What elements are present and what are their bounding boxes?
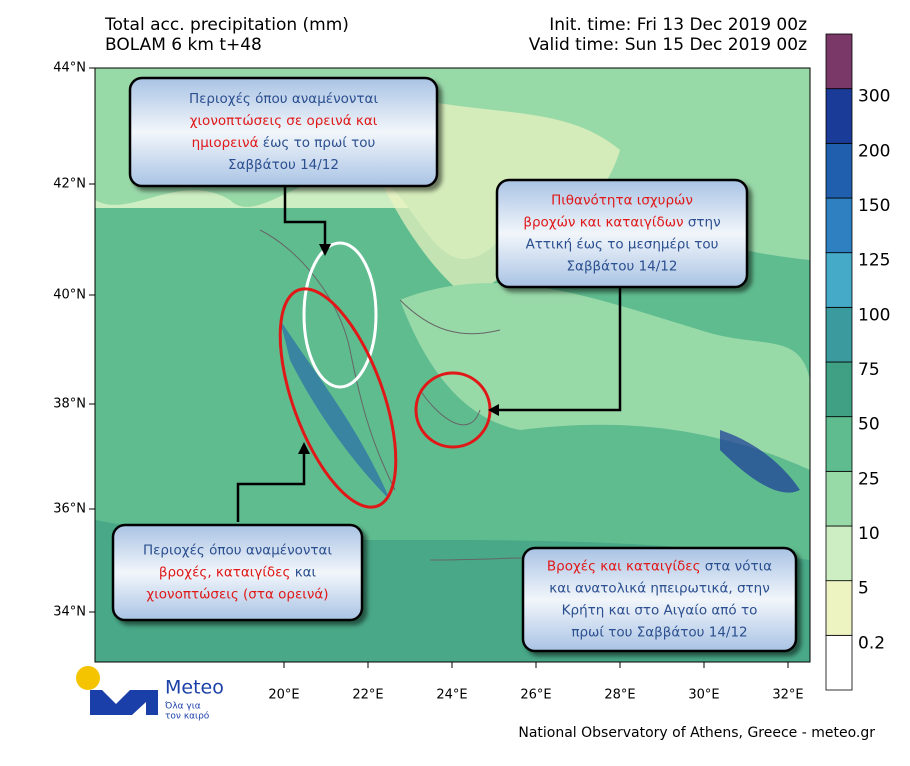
- callout-line: χιονοπτώσεις (στα ορεινά): [146, 587, 328, 603]
- callout-line: Κρήτη και στο Αιγαίο από το: [562, 603, 758, 619]
- colorbar-label: 50: [858, 415, 880, 435]
- lon-label: 30°E: [688, 688, 719, 703]
- callout-line: Σαββάτου 14/12: [567, 259, 678, 275]
- lat-label: 42°N: [53, 177, 86, 192]
- callout-text: χιονοπτώσεις (στα ορεινά): [146, 587, 328, 603]
- colorbar-swatch: [825, 88, 853, 144]
- model-label: BOLAM 6 km t+48: [105, 35, 262, 55]
- lat-label: 34°N: [53, 605, 86, 620]
- colorbar-swatch: [825, 197, 853, 254]
- callout-line: και ανατολικά ηπειρωτικά, στην: [549, 581, 769, 597]
- lat-label: 44°N: [53, 61, 86, 76]
- callout: Περιοχές όπου αναμένονται χιονοπτώσεις σε…: [128, 76, 439, 188]
- colorbar-label: 5: [858, 579, 869, 599]
- callout-line: Πιθανότητα ισχυρών: [551, 193, 693, 209]
- callout-line: βροχών και καταιγίδων στην: [523, 215, 720, 231]
- callout-box: [128, 76, 439, 188]
- colorbar-swatch: [825, 470, 853, 527]
- colorbar-swatch: [825, 361, 853, 418]
- colorbar-label: 100: [858, 305, 890, 325]
- lon-label: 28°E: [604, 688, 635, 703]
- logo-tagline: Όλα για: [164, 701, 201, 712]
- callout-line: πρωί του Σαββάτου 14/12: [571, 625, 747, 641]
- callout-text: Περιοχές όπου αναμένονται: [189, 91, 378, 107]
- callout-text: πρωί του Σαββάτου 14/12: [571, 625, 747, 641]
- callout-text: Σαββάτου 14/12: [567, 259, 678, 275]
- colorbar-label: 0.2: [858, 633, 885, 653]
- callout-box: [111, 523, 364, 622]
- callout-box: [495, 178, 749, 289]
- callout-text: Σαββάτου 14/12: [228, 157, 339, 173]
- callout-text: Περιοχές όπου αναμένονται: [143, 543, 332, 559]
- callout-line: Αττική έως το μεσημέρι του: [526, 237, 719, 253]
- colorbar-label: 10: [858, 524, 880, 544]
- callout-line: ημιορεινά έως το πρωί του: [192, 135, 376, 151]
- callout-text: βροχές, καταιγίδες: [159, 565, 291, 581]
- valid-time: Valid time: Sun 15 Dec 2019 00z: [529, 35, 807, 55]
- callout: Περιοχές όπου αναμένονται βροχές, καταιγί…: [111, 523, 364, 622]
- callout-line: Βροχές και καταιγίδες στα νότια: [547, 559, 772, 575]
- map-field: [95, 68, 810, 662]
- lon-label: 32°E: [772, 688, 803, 703]
- callout-text: και ανατολικά ηπειρωτικά, στην: [549, 581, 769, 597]
- arrows: [236, 186, 622, 522]
- colorbar-swatch: [825, 142, 853, 199]
- callout-box: [521, 546, 798, 653]
- colorbar-label: 150: [858, 196, 890, 216]
- lat-label: 36°N: [53, 502, 86, 517]
- colorbar-label: 300: [858, 87, 890, 107]
- callout-line: χιονοπτώσεις σε ορεινά και: [190, 113, 378, 129]
- logo-tagline: τον καιρό: [165, 711, 210, 722]
- callout-text: στα νότια: [701, 559, 773, 575]
- colorbar-label: 200: [858, 141, 890, 161]
- colorbar-swatch: [825, 252, 853, 308]
- colorbar-swatch: [825, 634, 853, 691]
- callout-line: Σαββάτου 14/12: [228, 157, 339, 173]
- map-title: Total acc. precipitation (mm): [104, 15, 349, 35]
- lon-label: 20°E: [268, 688, 299, 703]
- arrow-heads: [298, 244, 499, 454]
- callout-line: Περιοχές όπου αναμένονται: [189, 91, 378, 107]
- footer: National Observatory of Athens, Greece -…: [518, 725, 875, 741]
- callout-text: έως το πρωί του: [259, 135, 376, 151]
- callout-text: και: [290, 565, 316, 581]
- colorbar-label: 75: [858, 360, 880, 380]
- colorbar-swatch: [825, 580, 853, 636]
- lon-label: 24°E: [436, 688, 467, 703]
- lon-label: 22°E: [352, 688, 383, 703]
- lat-label: 40°N: [53, 288, 86, 303]
- colorbar-label: 25: [858, 469, 880, 489]
- lat-label: 38°N: [53, 397, 86, 412]
- callout-text: βροχών και καταιγίδων: [523, 215, 683, 231]
- callout: Βροχές και καταιγίδες στα νότια και ανατο…: [521, 546, 798, 653]
- callout-text: Αττική έως το μεσημέρι του: [526, 237, 719, 253]
- callout-text: στην: [684, 215, 721, 231]
- callout-line: Περιοχές όπου αναμένονται: [143, 543, 332, 559]
- callout: Πιθανότητα ισχυρών βροχών και καταιγίδων …: [495, 178, 749, 289]
- colorbar-swatch: [825, 33, 853, 90]
- colorbar-label: 125: [858, 251, 890, 271]
- init-time: Init. time: Fri 13 Dec 2019 00z: [549, 15, 807, 35]
- colorbar-swatch: [825, 416, 853, 472]
- lon-label: 26°E: [520, 688, 551, 703]
- colorbar-swatch: [825, 525, 853, 582]
- callout-text: Βροχές και καταιγίδες: [547, 559, 701, 575]
- callout-text: Κρήτη και στο Αιγαίο από το: [562, 603, 758, 619]
- colorbar-swatch: [825, 306, 853, 363]
- callout-text: χιονοπτώσεις σε ορεινά και: [190, 113, 378, 129]
- logo: Meteo Όλα για τον καιρό: [76, 666, 224, 722]
- callout-line: βροχές, καταιγίδες και: [159, 565, 317, 581]
- callout-text: ημιορεινά: [192, 135, 259, 151]
- callout-text: Πιθανότητα ισχυρών: [551, 193, 693, 209]
- logo-name: Meteo: [165, 677, 224, 699]
